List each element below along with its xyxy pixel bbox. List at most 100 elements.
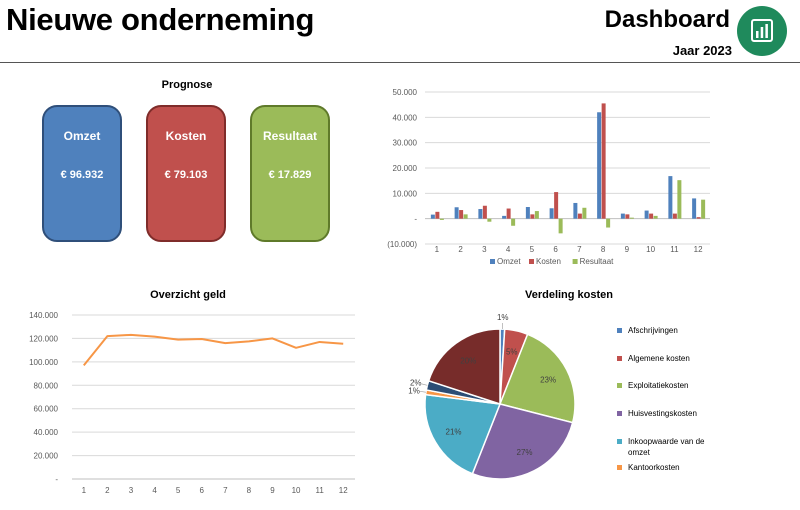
y-tick-label: -	[414, 215, 417, 224]
x-tick-label: 11	[670, 245, 679, 254]
bar-kosten	[530, 214, 535, 219]
bar-resultaat	[439, 218, 444, 220]
pie-legend-label: Inkoopwaarde van de omzet	[628, 437, 705, 457]
x-tick-label: 2	[458, 245, 463, 254]
pie-legend-label: Algemene kosten	[628, 354, 690, 363]
y-tick-label: 40.000	[393, 113, 418, 122]
omzet-card: Omzet € 96.932	[42, 105, 122, 242]
overzicht-geld-chart: Overzicht geld - 20.000 40.000 60.000 80.000 1…	[29, 289, 355, 495]
x-tick-label: 2	[105, 486, 110, 495]
x-tick-label: 6	[553, 245, 558, 254]
x-tick-label: 8	[601, 245, 606, 254]
legend-label: Omzet	[497, 257, 521, 266]
x-tick-label: 5	[530, 245, 535, 254]
pie-legend-swatch	[617, 465, 622, 470]
pie-data-label: 27%	[517, 448, 533, 457]
kosten-card-label: Kosten	[165, 129, 207, 143]
monthly-bar-chart: (10.000) - 10.000 20.000 30.000 40.000 50.000 1…	[387, 88, 710, 266]
pie-legend-swatch	[617, 411, 622, 416]
pie-legend-swatch	[617, 383, 622, 388]
legend-swatch	[490, 259, 495, 264]
pie-slice	[424, 393, 502, 475]
x-tick-label: 10	[646, 245, 655, 254]
kosten-card-value: € 79.103	[164, 169, 208, 181]
pie-legend-swatch	[617, 328, 622, 333]
bar-resultaat	[677, 180, 682, 219]
pie-slice	[471, 403, 574, 480]
legend-label: Kosten	[536, 257, 561, 266]
bar-kosten	[696, 217, 701, 219]
x-tick-label: 3	[482, 245, 487, 254]
header-divider	[0, 62, 800, 63]
pie-legend-label: Exploitatiekosten	[628, 381, 689, 390]
bar-omzet	[597, 112, 602, 219]
x-tick-label: 7	[577, 245, 582, 254]
y-tick-label: 50.000	[393, 88, 418, 97]
bar-resultaat	[511, 218, 516, 226]
pie-data-label: 2%	[410, 378, 422, 387]
bar-kosten	[482, 205, 487, 219]
pie-leader-line	[421, 383, 428, 386]
pie-data-label: 20%	[460, 356, 476, 365]
bar-omzet	[692, 198, 697, 219]
line-chart-title: Overzicht geld	[150, 289, 226, 301]
pie-chart-title: Verdeling kosten	[525, 289, 613, 301]
y-tick-label: (10.000)	[387, 240, 417, 249]
x-tick-label: 8	[247, 486, 252, 495]
pie-leader-line	[419, 390, 426, 393]
x-tick-label: 6	[199, 486, 204, 495]
x-tick-label: 3	[129, 486, 134, 495]
pie-legend-swatch	[617, 356, 622, 361]
pie-data-label: 21%	[446, 427, 462, 436]
x-tick-label: 5	[176, 486, 181, 495]
bar-kosten	[459, 210, 464, 219]
bar-omzet	[573, 202, 578, 219]
y-tick-label: 20.000	[34, 452, 59, 461]
y-tick-label: 10.000	[393, 189, 418, 198]
bar-kosten	[672, 213, 677, 219]
x-tick-label: 4	[152, 486, 157, 495]
x-tick-label: 1	[82, 486, 87, 495]
x-tick-label: 12	[694, 245, 703, 254]
bar-kosten	[601, 103, 606, 219]
y-tick-label: 30.000	[393, 139, 418, 148]
x-tick-label: 4	[506, 245, 511, 254]
bar-kosten	[625, 214, 630, 219]
bar-omzet	[502, 215, 507, 219]
pie-slice	[498, 333, 576, 424]
bar-resultaat	[629, 217, 634, 219]
x-tick-label: 9	[270, 486, 275, 495]
bar-resultaat	[487, 218, 492, 222]
geld-line	[83, 333, 344, 366]
bar-omzet	[620, 213, 625, 219]
bar-resultaat	[653, 215, 658, 219]
pie-legend-label: Huisvestingskosten	[628, 409, 697, 418]
x-tick-label: 1	[435, 245, 440, 254]
y-tick-label: 40.000	[34, 428, 59, 437]
pie-data-label: 1%	[497, 313, 509, 322]
bar-omzet	[430, 214, 435, 219]
y-tick-label: 20.000	[393, 164, 418, 173]
bar-omzet	[478, 209, 483, 219]
y-tick-label: 80.000	[34, 381, 59, 390]
bar-kosten	[506, 208, 511, 219]
page-title: Nieuwe onderneming	[6, 2, 315, 37]
pie-data-label: 5%	[506, 347, 518, 356]
bar-omzet	[549, 208, 554, 219]
bar-kosten	[577, 213, 582, 219]
bar-kosten	[554, 192, 559, 219]
x-tick-label: 9	[625, 245, 630, 254]
legend-swatch	[529, 259, 534, 264]
kosten-card: Kosten € 79.103	[146, 105, 226, 242]
bar-kosten	[649, 213, 654, 219]
pie-data-label: 1%	[408, 386, 420, 395]
legend-swatch	[572, 259, 578, 264]
pie-legend-label: Afschrijvingen	[628, 326, 678, 335]
legend-label: Resultaat	[580, 257, 615, 266]
x-tick-label: 11	[315, 486, 324, 495]
y-tick-label: -	[55, 475, 58, 484]
resultaat-card-value: € 17.829	[268, 169, 312, 181]
omzet-card-label: Omzet	[63, 129, 101, 143]
pie-slice	[427, 328, 501, 406]
